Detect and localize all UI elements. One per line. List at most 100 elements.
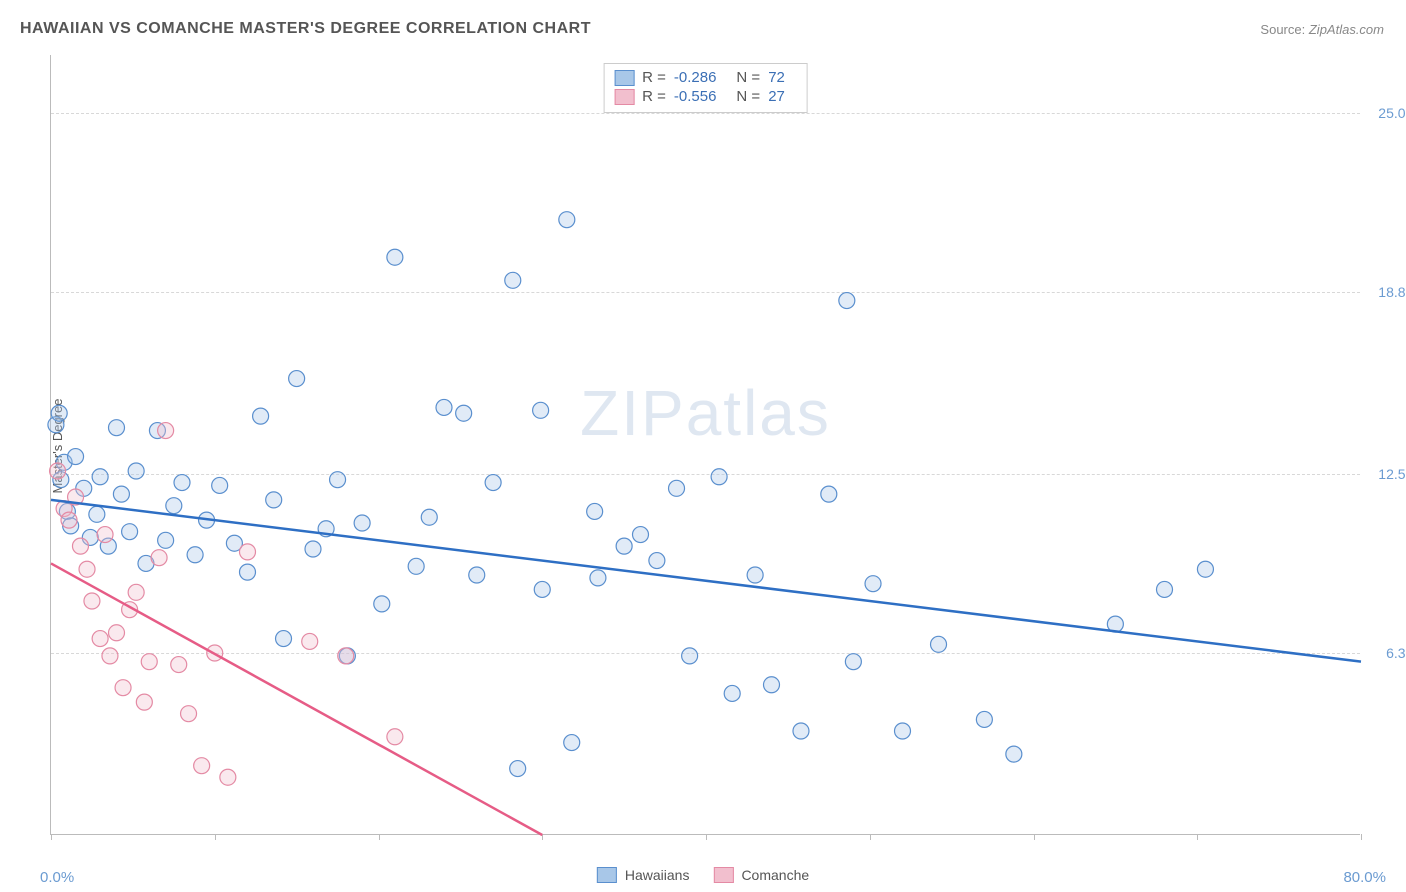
data-point [166,498,182,514]
x-max-label: 80.0% [1343,869,1386,886]
data-point [865,576,881,592]
legend-swatch [597,867,617,883]
data-point [136,694,152,710]
data-point [616,538,632,554]
data-point [533,402,549,418]
x-tick [1361,834,1362,840]
data-point [61,512,77,528]
source-value: ZipAtlas.com [1309,22,1384,37]
data-point [212,477,228,493]
data-point [240,544,256,560]
data-point [174,475,190,491]
n-label: N = [736,88,760,105]
data-point [122,524,138,540]
data-point [220,769,236,785]
legend-stat-row: R =-0.556N =27 [614,87,797,106]
data-point [408,558,424,574]
y-tick-label: 6.3% [1386,645,1406,661]
data-point [559,212,575,228]
data-point [839,293,855,309]
plot-area: ZIPatlas 6.3%12.5%18.8%25.0% R =-0.286N … [50,55,1360,835]
data-point [724,685,740,701]
data-point [171,657,187,673]
data-point [240,564,256,580]
data-point [976,711,992,727]
y-tick-label: 18.8% [1378,284,1406,300]
data-point [1197,561,1213,577]
x-min-label: 0.0% [40,869,74,886]
legend-item: Hawaiians [597,866,690,884]
data-point [109,420,125,436]
data-point [158,423,174,439]
y-tick-label: 12.5% [1378,466,1406,482]
data-point [89,506,105,522]
legend-stats: R =-0.286N =72R =-0.556N =27 [603,63,808,113]
legend-swatch [713,867,733,883]
data-point [374,596,390,612]
data-point [92,469,108,485]
data-point [84,593,100,609]
data-point [669,480,685,496]
legend-label: Comanche [741,867,809,883]
data-point [51,405,67,421]
legend-item: Comanche [713,866,809,884]
data-point [590,570,606,586]
data-point [72,538,88,554]
data-point [113,486,129,502]
legend-stat-row: R =-0.286N =72 [614,68,797,87]
data-point [305,541,321,557]
data-point [821,486,837,502]
x-tick [1034,834,1035,840]
data-point [92,631,108,647]
legend-swatch [614,89,634,105]
data-point [587,503,603,519]
data-point [276,631,292,647]
data-point [151,550,167,566]
data-point [469,567,485,583]
data-point [649,553,665,569]
r-label: R = [642,69,666,86]
data-point [534,581,550,597]
data-point [302,633,318,649]
data-point [141,654,157,670]
x-tick [215,834,216,840]
trend-line [51,563,542,835]
data-point [747,567,763,583]
r-label: R = [642,88,666,105]
data-point [505,272,521,288]
data-point [1006,746,1022,762]
n-value: 27 [768,88,785,105]
data-point [50,463,66,479]
data-point [194,758,210,774]
data-point [338,648,354,664]
chart-title: HAWAIIAN VS COMANCHE MASTER'S DEGREE COR… [20,20,591,38]
x-tick [542,834,543,840]
data-point [102,648,118,664]
data-point [895,723,911,739]
data-point [115,680,131,696]
data-point [436,399,452,415]
data-point [68,449,84,465]
r-value: -0.286 [674,69,717,86]
data-point [845,654,861,670]
data-point [181,706,197,722]
data-point [109,625,125,641]
data-point [764,677,780,693]
data-point [187,547,203,563]
n-label: N = [736,69,760,86]
x-tick [706,834,707,840]
x-tick [51,834,52,840]
source-credit: Source: ZipAtlas.com [1260,22,1384,37]
legend-swatch [614,70,634,86]
legend-label: Hawaiians [625,867,690,883]
data-point [158,532,174,548]
data-point [931,636,947,652]
legend-series: Hawaiians Comanche [597,866,809,884]
x-tick [870,834,871,840]
source-label: Source: [1260,22,1305,37]
data-point [79,561,95,577]
data-point [387,249,403,265]
data-point [421,509,437,525]
data-point [354,515,370,531]
data-point [793,723,809,739]
